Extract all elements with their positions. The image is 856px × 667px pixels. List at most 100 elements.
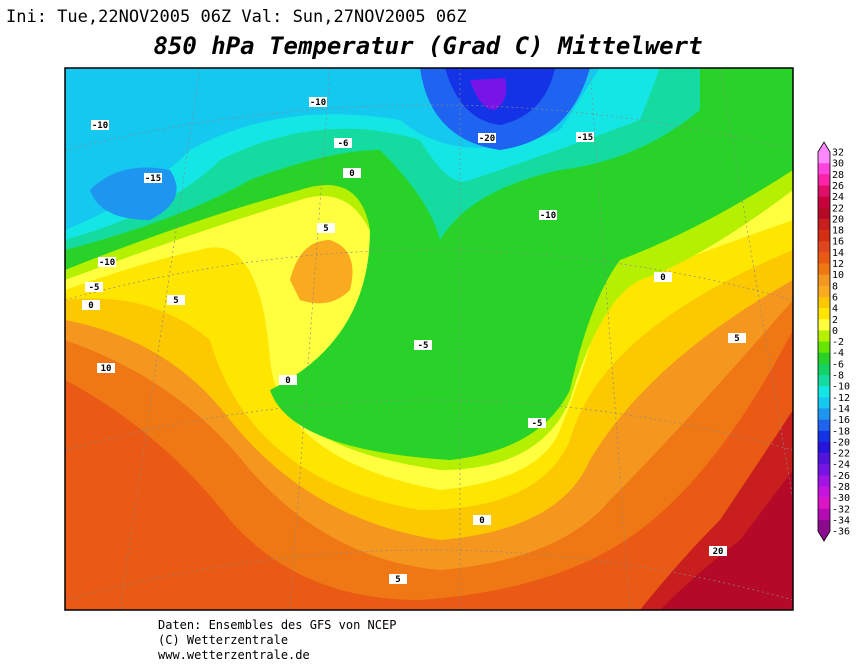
legend-label: 18 <box>832 226 844 237</box>
contour-label-box <box>334 138 352 148</box>
contour-label: -5 <box>532 419 543 429</box>
legend-band <box>818 319 830 331</box>
contour-label-box <box>98 257 116 267</box>
legend-band <box>818 408 830 420</box>
legend-band <box>818 252 830 264</box>
legend-label: 0 <box>832 326 838 337</box>
legend-band <box>818 453 830 465</box>
legend-band <box>818 230 830 242</box>
contour-label: 5 <box>173 296 178 306</box>
footer-line: www.wetterzentrale.de <box>158 648 310 662</box>
contour-label: -5 <box>89 283 100 293</box>
contour-label: 5 <box>323 224 328 234</box>
contour-label: -6 <box>338 139 349 149</box>
legend-band <box>818 375 830 387</box>
contour-label-box <box>478 133 496 143</box>
contour-label: 5 <box>395 575 400 585</box>
contour-label: 0 <box>660 273 665 283</box>
legend-label: -26 <box>832 471 850 482</box>
legend-label: -24 <box>832 460 850 471</box>
legend-band <box>818 475 830 487</box>
contour-label-box <box>343 168 361 178</box>
title: 850 hPa Temperatur (Grad C) Mittelwert <box>153 32 702 60</box>
legend-label: -20 <box>832 437 850 448</box>
legend-band <box>818 174 830 186</box>
contour-label-box <box>728 333 746 343</box>
legend-band <box>818 241 830 253</box>
legend-label: 30 <box>832 159 844 170</box>
contour-label: 10 <box>101 364 112 374</box>
legend-band <box>818 296 830 309</box>
legend-band <box>818 497 830 510</box>
legend-arrow-bottom <box>818 531 830 542</box>
contour-label-box <box>539 210 557 220</box>
contour-label-box <box>91 120 109 130</box>
contour-label: -15 <box>577 133 593 143</box>
legend-band <box>818 352 830 365</box>
legend-arrow-top <box>818 142 830 152</box>
run-info: Ini: Tue,22NOV2005 06Z Val: Sun,27NOV200… <box>6 7 467 27</box>
graticule <box>65 68 793 610</box>
legend-label: -16 <box>832 415 850 426</box>
contour-label: -5 <box>418 341 429 351</box>
contour-label: -20 <box>479 134 495 144</box>
legend-label: -32 <box>832 504 850 515</box>
legend-label: 12 <box>832 259 844 270</box>
footer-line: Daten: Ensembles des GFS von NCEP <box>158 618 396 632</box>
contour-label-box <box>317 223 335 233</box>
legend-band <box>818 185 830 197</box>
legend-band <box>818 163 830 175</box>
legend-label: -34 <box>832 515 850 526</box>
legend-label: -28 <box>832 482 850 493</box>
legend-label: -36 <box>832 527 850 538</box>
contour-label: 0 <box>349 169 354 179</box>
legend-label: -10 <box>832 382 850 393</box>
contour-label-box <box>309 97 327 107</box>
legend-band <box>818 218 830 231</box>
legend-label: 20 <box>832 214 844 225</box>
contour-label: 0 <box>479 516 484 526</box>
legend-label: 6 <box>832 292 838 303</box>
legend-label: 8 <box>832 281 838 292</box>
legend-band <box>818 263 830 275</box>
legend-label: 2 <box>832 315 838 326</box>
contour-label: -10 <box>310 98 326 108</box>
legend-band <box>818 196 830 209</box>
legend-label: 16 <box>832 237 844 248</box>
legend-band <box>818 464 830 476</box>
legend-band <box>818 363 830 376</box>
contour-label-box <box>528 418 546 428</box>
legend-label: -12 <box>832 393 850 404</box>
legend-label: -18 <box>832 426 850 437</box>
legend-label: 26 <box>832 181 844 192</box>
legend-label: 28 <box>832 170 844 181</box>
legend-label: -6 <box>832 359 844 370</box>
legend-band <box>818 274 830 287</box>
contour-label: -15 <box>145 174 161 184</box>
legend-label: -8 <box>832 371 844 382</box>
legend-label: -22 <box>832 449 850 460</box>
legend-band <box>818 441 830 454</box>
contour-label-box <box>576 132 594 142</box>
contour-label-box <box>97 363 115 373</box>
contour-label-box <box>82 300 100 310</box>
legend-label: 14 <box>832 248 844 259</box>
legend-label: 10 <box>832 270 844 281</box>
contour-label-box <box>85 282 103 292</box>
legend-band <box>818 386 830 398</box>
contour-label: -10 <box>540 211 556 221</box>
contour-label-box <box>473 515 491 525</box>
legend-label: -14 <box>832 404 850 415</box>
legend-band <box>818 152 830 164</box>
legend-band <box>818 419 830 432</box>
legend-label: -2 <box>832 337 844 348</box>
legend-band <box>818 207 830 220</box>
contour-label-box <box>709 546 727 556</box>
legend-band <box>818 330 830 342</box>
contour-label-box <box>279 375 297 385</box>
legend-band <box>818 285 830 298</box>
contour-label: 5 <box>734 334 739 344</box>
legend-band <box>818 308 830 320</box>
contour-label-box <box>654 272 672 282</box>
